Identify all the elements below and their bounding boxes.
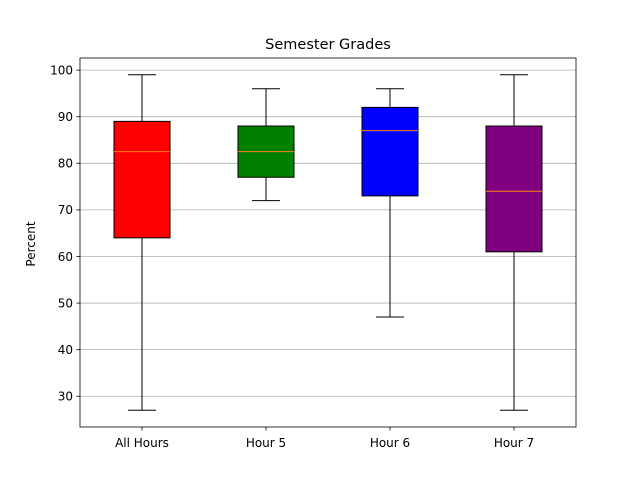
plot-frame [79,57,577,428]
x-tick-label: Hour 6 [370,436,410,450]
box-plots [113,74,543,411]
iqr-box [113,120,171,239]
box-hour-6 [361,88,419,318]
chart-title: Semester Grades [265,37,391,53]
axes: 30 40 50 60 70 80 90 100 All Hours Hour 5 Hour 6 Ho… [50,57,577,450]
y-tick-label: 90 [58,110,73,124]
y-tick-label: 100 [50,63,73,77]
y-tick-label: 30 [58,390,73,404]
x-tick-label: Hour 5 [246,436,286,450]
y-tick-label: 40 [58,343,73,357]
iqr-box [485,125,543,253]
y-tick-label: 50 [58,296,73,310]
x-tick-label: All Hours [115,436,169,450]
box-hour-7 [485,74,543,411]
box-hour-5 [237,88,295,202]
y-tick-label: 80 [58,157,73,171]
y-axis-label: Percent [24,221,38,266]
x-tick-label: Hour 7 [494,436,534,450]
box-all-hours [113,74,171,411]
y-tick-label: 60 [58,250,73,264]
iqr-box [361,106,419,197]
y-tick-label: 70 [58,203,73,217]
